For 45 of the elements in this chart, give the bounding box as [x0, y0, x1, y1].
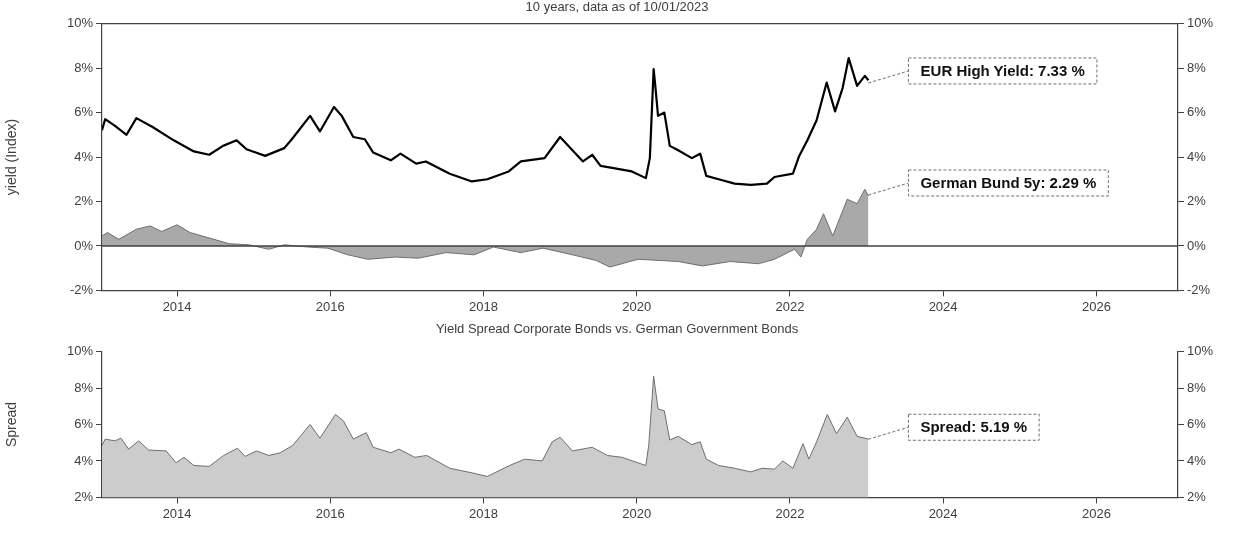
y-tick-label: 8% [74, 59, 94, 75]
y2-tick-label: 8% [1187, 59, 1207, 75]
y2-tick-label: -2% [1187, 281, 1211, 297]
x-tick-label: 2014 [162, 298, 192, 314]
y-tick-label: 2% [74, 488, 94, 504]
annotation: German Bund 5y: 2.29 % [920, 174, 1097, 192]
x-tick-label: 2016 [315, 505, 345, 521]
y-tick-label: 4% [74, 148, 94, 164]
y2-tick-label: 4% [1187, 148, 1207, 164]
x-tick-label: 2020 [622, 505, 652, 521]
annotation: Spread: 5.19 % [920, 418, 1028, 436]
x-tick-label: 2016 [315, 298, 345, 314]
x-tick-label: 2026 [1081, 298, 1111, 314]
y-tick-label: 6% [74, 416, 94, 432]
y-tick-label: 6% [74, 104, 94, 120]
y-tick-label: -2% [69, 281, 94, 297]
chart-title: Yield Spread Corporate Bonds vs. German Government Bonds [435, 321, 799, 337]
y2-tick-label: 0% [1187, 237, 1207, 253]
y2-tick-label: 10% [1187, 15, 1214, 31]
x-tick-label: 2026 [1081, 505, 1111, 521]
y2-tick-label: 6% [1187, 104, 1207, 120]
y2-tick-label: 2% [1187, 193, 1207, 209]
y-tick-label: 10% [66, 343, 94, 359]
y2-tick-label: 8% [1187, 379, 1207, 395]
y2-tick-label: 10% [1187, 343, 1214, 359]
chart-subtitle: 10 years, data as of 10/01/2023 [525, 0, 709, 15]
y-tick-label: 4% [74, 452, 94, 468]
y-tick-label: 0% [74, 237, 94, 253]
y2-tick-label: 6% [1187, 416, 1207, 432]
x-tick-label: 2022 [775, 505, 805, 521]
x-tick-label: 2024 [928, 298, 958, 314]
x-tick-label: 2022 [775, 298, 805, 314]
x-tick-label: 2018 [469, 505, 498, 521]
y2-tick-label: 4% [1187, 452, 1207, 468]
x-tick-label: 2018 [469, 298, 498, 314]
x-tick-label: 2024 [928, 505, 958, 521]
y-axis-title: Spread [3, 401, 20, 448]
x-tick-label: 2020 [622, 298, 652, 314]
y-tick-label: 8% [74, 379, 94, 395]
y2-tick-label: 2% [1187, 488, 1207, 504]
x-tick-label: 2014 [162, 505, 192, 521]
y-tick-label: 10% [66, 15, 94, 31]
y-axis-title: yield (Index) [3, 118, 20, 196]
y-tick-label: 2% [74, 193, 94, 209]
annotation: EUR High Yield: 7.33 % [920, 62, 1085, 80]
